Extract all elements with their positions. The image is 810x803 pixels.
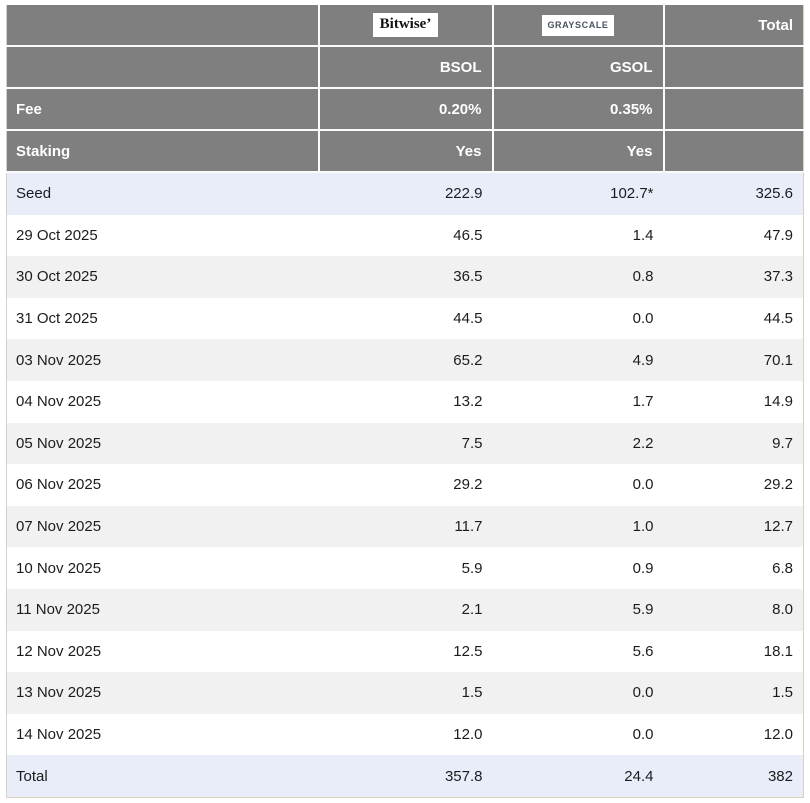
total-value: 8.0 xyxy=(663,588,804,631)
row-label: 12 Nov 2025 xyxy=(16,642,102,660)
gsol-value: 5.9 xyxy=(492,588,664,631)
fee-label: Fee xyxy=(6,88,320,131)
total-value: 29.2 xyxy=(763,476,793,494)
bsol-value: 36.5 xyxy=(318,256,493,298)
row-label: 30 Oct 2025 xyxy=(6,256,319,298)
total-value: 47.9 xyxy=(763,226,793,244)
header-empty-cell xyxy=(6,46,320,89)
header-empty-cell xyxy=(6,5,320,47)
header-row-tickers: BSOL GSOL xyxy=(6,46,804,89)
row-label: 05 Nov 2025 xyxy=(6,422,319,465)
gsol-value: 4.9 xyxy=(492,339,664,381)
row-label: 11 Nov 2025 xyxy=(6,588,319,631)
table-row: 05 Nov 2025 7.5 2.2 9.7 xyxy=(6,422,804,465)
row-label: 10 Nov 2025 xyxy=(16,559,102,577)
total-value: 1.5 xyxy=(663,672,804,714)
table-row: 12 Nov 2025 12.5 5.6 18.1 xyxy=(7,631,804,673)
bsol-value: 13.2 xyxy=(453,393,483,411)
gsol-value: 24.4 xyxy=(492,755,664,798)
row-label: 07 Nov 2025 xyxy=(6,505,319,548)
table-row: 14 Nov 2025 12.0 0.0 12.0 xyxy=(7,714,804,756)
fee-bsol: 0.20% xyxy=(318,88,494,131)
row-label: 04 Nov 2025 xyxy=(16,393,102,411)
row-label: Total xyxy=(6,755,319,798)
row-label: 31 Oct 2025 xyxy=(16,310,98,328)
header-empty-cell xyxy=(663,88,804,131)
header-empty-cell xyxy=(663,46,804,89)
gsol-value: 1.4 xyxy=(632,226,654,244)
total-value: 382 xyxy=(663,755,804,798)
table-row: 06 Nov 2025 29.2 0.0 29.2 xyxy=(7,464,804,506)
gsol-value: 102.7* xyxy=(492,172,664,215)
total-value: 325.6 xyxy=(663,172,804,215)
bitwise-logo-cell: Bitwise’ xyxy=(318,5,494,47)
total-value: 12.7 xyxy=(663,505,804,548)
bsol-ticker: BSOL xyxy=(318,46,494,89)
header-row-fee: Fee 0.20% 0.35% xyxy=(6,88,804,131)
table-row: 13 Nov 2025 1.5 0.0 1.5 xyxy=(6,672,804,714)
table-row-total: Total 357.8 24.4 382 xyxy=(6,755,804,798)
gsol-ticker: GSOL xyxy=(492,46,665,89)
staking-gsol: Yes xyxy=(492,130,665,173)
gsol-value: 5.6 xyxy=(632,642,654,660)
bsol-value: 7.5 xyxy=(318,422,493,465)
total-value: 9.7 xyxy=(663,422,804,465)
table-row: 11 Nov 2025 2.1 5.9 8.0 xyxy=(6,588,804,631)
bitwise-logo: Bitwise’ xyxy=(372,12,439,38)
gsol-value: 2.2 xyxy=(492,422,664,465)
bsol-value: 222.9 xyxy=(318,172,493,215)
staking-bsol: Yes xyxy=(318,130,494,173)
grayscale-logo-cell: GRAYSCALE xyxy=(492,5,665,47)
gsol-value: 0.0 xyxy=(492,672,664,714)
table-row: 31 Oct 2025 44.5 0.0 44.5 xyxy=(7,298,804,340)
bsol-value: 12.5 xyxy=(453,642,483,660)
gsol-value: 0.9 xyxy=(632,559,654,577)
gsol-value: 1.7 xyxy=(632,393,654,411)
row-label: Seed xyxy=(6,172,319,215)
gsol-value: 1.0 xyxy=(492,505,664,548)
header-row-brands: Bitwise’ GRAYSCALE Total xyxy=(6,5,804,47)
bsol-value: 2.1 xyxy=(318,588,493,631)
total-value: 37.3 xyxy=(663,256,804,298)
total-value: 12.0 xyxy=(763,726,793,744)
row-label: 13 Nov 2025 xyxy=(6,672,319,714)
table-row: 10 Nov 2025 5.9 0.9 6.8 xyxy=(7,547,804,589)
gsol-value: 0.0 xyxy=(632,310,654,328)
row-label: 29 Oct 2025 xyxy=(16,226,98,244)
staking-label: Staking xyxy=(6,130,320,173)
bsol-value: 5.9 xyxy=(461,559,483,577)
table-row: 03 Nov 2025 65.2 4.9 70.1 xyxy=(6,339,804,381)
table-row: 07 Nov 2025 11.7 1.0 12.7 xyxy=(6,505,804,548)
total-value: 6.8 xyxy=(772,559,793,577)
total-value: 70.1 xyxy=(663,339,804,381)
table-row: 30 Oct 2025 36.5 0.8 37.3 xyxy=(6,256,804,298)
bsol-value: 357.8 xyxy=(318,755,493,798)
total-value: 18.1 xyxy=(763,642,793,660)
bsol-value: 46.5 xyxy=(453,226,483,244)
table-row: 04 Nov 2025 13.2 1.7 14.9 xyxy=(7,381,804,423)
gsol-value: 0.0 xyxy=(632,726,654,744)
total-value: 14.9 xyxy=(763,393,793,411)
gsol-value: 0.0 xyxy=(632,476,654,494)
table-row: 29 Oct 2025 46.5 1.4 47.9 xyxy=(7,215,804,257)
bsol-value: 11.7 xyxy=(318,505,493,548)
etf-flows-table: Bitwise’ GRAYSCALE Total BSOL GSOL Fee 0… xyxy=(6,5,804,798)
total-value: 44.5 xyxy=(763,310,793,328)
grayscale-logo: GRAYSCALE xyxy=(542,14,614,36)
row-label: 03 Nov 2025 xyxy=(6,339,319,381)
table-row-seed: Seed 222.9 102.7* 325.6 xyxy=(6,172,804,215)
row-label: 06 Nov 2025 xyxy=(16,476,102,494)
gsol-value: 0.8 xyxy=(492,256,664,298)
bsol-value: 12.0 xyxy=(453,726,483,744)
total-column-header: Total xyxy=(663,5,804,47)
header-row-staking: Staking Yes Yes xyxy=(6,130,804,173)
bsol-value: 1.5 xyxy=(318,672,493,714)
bsol-value: 29.2 xyxy=(453,476,483,494)
row-label: 14 Nov 2025 xyxy=(16,726,102,744)
bsol-value: 44.5 xyxy=(453,310,483,328)
fee-gsol: 0.35% xyxy=(492,88,665,131)
header-empty-cell xyxy=(663,130,804,173)
bsol-value: 65.2 xyxy=(318,339,493,381)
